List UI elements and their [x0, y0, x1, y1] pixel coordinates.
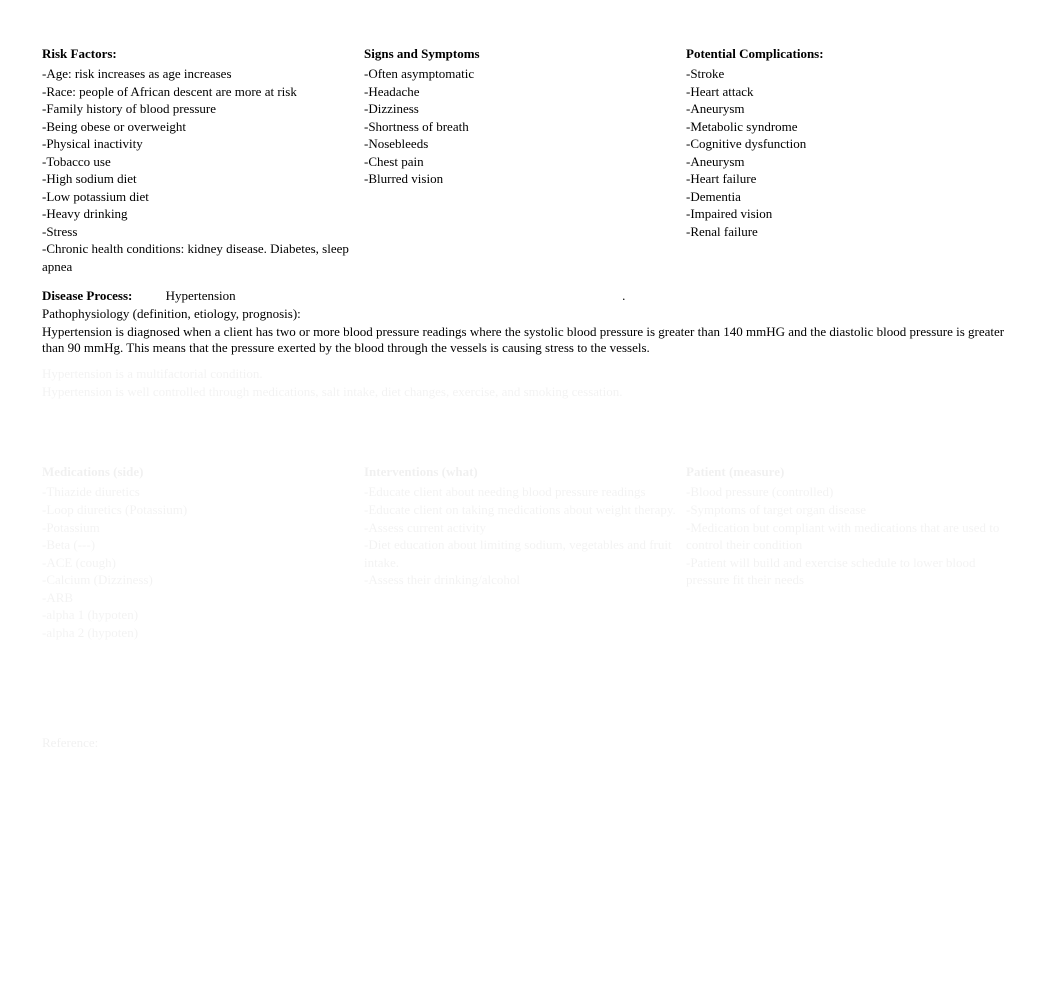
- intervention-item: -Educate client about needing blood pres…: [364, 483, 678, 501]
- pathophysiology-text: Hypertension is diagnosed when a client …: [42, 324, 1020, 358]
- risk-item: -Physical inactivity: [42, 135, 356, 153]
- risk-item: -Being obese or overweight: [42, 118, 356, 136]
- risk-item: -Stress: [42, 223, 356, 241]
- signs-symptoms-title: Signs and Symptoms: [364, 46, 678, 62]
- medications-title: Medications (side): [42, 464, 356, 480]
- reference-label: Reference:: [42, 735, 1020, 751]
- complication-item: -Dementia: [686, 188, 1000, 206]
- trailing-dot: .: [622, 288, 625, 303]
- risk-item: -Age: risk increases as age increases: [42, 65, 356, 83]
- symptom-item: -Headache: [364, 83, 678, 101]
- outcomes-title: Patient (measure): [686, 464, 1000, 480]
- interventions-title: Interventions (what): [364, 464, 678, 480]
- symptom-item: -Chest pain: [364, 153, 678, 171]
- faded-line: Hypertension is well controlled through …: [42, 383, 1020, 401]
- medication-item: -Thiazide diuretics: [42, 483, 356, 501]
- complication-item: -Aneurysm: [686, 100, 1000, 118]
- complication-item: -Metabolic syndrome: [686, 118, 1000, 136]
- bottom-grid: Medications (side) -Thiazide diuretics -…: [42, 460, 1020, 645]
- complication-item: -Renal failure: [686, 223, 1000, 241]
- medication-item: -Loop diuretics (Potassium): [42, 501, 356, 519]
- interventions-column: Interventions (what) -Educate client abo…: [364, 460, 686, 645]
- symptom-item: -Dizziness: [364, 100, 678, 118]
- intervention-item: -Educate client on taking medications ab…: [364, 501, 678, 519]
- medication-item: -ARB: [42, 589, 356, 607]
- symptom-item: -Nosebleeds: [364, 135, 678, 153]
- symptom-item: -Often asymptomatic: [364, 65, 678, 83]
- outcome-item: -Symptoms of target organ disease: [686, 501, 1000, 519]
- outcome-item: -Patient will build and exercise schedul…: [686, 554, 1000, 589]
- complication-item: -Stroke: [686, 65, 1000, 83]
- symptom-item: -Blurred vision: [364, 170, 678, 188]
- medication-item: -alpha 2 (hypoten): [42, 624, 356, 642]
- disease-process-row: Disease Process: Hypertension .: [42, 288, 1020, 304]
- medication-item: -ACE (cough): [42, 554, 356, 572]
- complications-title: Potential Complications:: [686, 46, 1000, 62]
- risk-item: -Heavy drinking: [42, 205, 356, 223]
- complication-item: -Cognitive dysfunction: [686, 135, 1000, 153]
- risk-item: -Family history of blood pressure: [42, 100, 356, 118]
- medications-column: Medications (side) -Thiazide diuretics -…: [42, 460, 364, 645]
- intervention-item: -Assess their drinking/alcohol: [364, 571, 678, 589]
- risk-item: -Race: people of African descent are mor…: [42, 83, 356, 101]
- symptom-item: -Shortness of breath: [364, 118, 678, 136]
- disease-process-value: Hypertension: [166, 288, 236, 303]
- intervention-item: -Diet education about limiting sodium, v…: [364, 536, 678, 571]
- complication-item: -Impaired vision: [686, 205, 1000, 223]
- complications-column: Potential Complications: -Stroke -Heart …: [686, 42, 1008, 280]
- signs-symptoms-column: Signs and Symptoms -Often asymptomatic -…: [364, 42, 686, 280]
- risk-item: -Chronic health conditions: kidney disea…: [42, 240, 356, 275]
- risk-item: -High sodium diet: [42, 170, 356, 188]
- complication-item: -Heart failure: [686, 170, 1000, 188]
- top-grid: Risk Factors: -Age: risk increases as ag…: [42, 42, 1020, 280]
- complication-item: -Aneurysm: [686, 153, 1000, 171]
- pathophysiology-label: Pathophysiology (definition, etiology, p…: [42, 306, 1020, 322]
- risk-item: -Low potassium diet: [42, 188, 356, 206]
- faded-etiology-block: Hypertension is a multifactorial conditi…: [42, 365, 1020, 400]
- medication-item: -Calcium (Dizziness): [42, 571, 356, 589]
- intervention-item: -Assess current activity: [364, 519, 678, 537]
- outcome-item: -Medication but compliant with medicatio…: [686, 519, 1000, 554]
- complication-item: -Heart attack: [686, 83, 1000, 101]
- risk-factors-column: Risk Factors: -Age: risk increases as ag…: [42, 42, 364, 280]
- disease-process-label: Disease Process:: [42, 288, 132, 304]
- outcomes-column: Patient (measure) -Blood pressure (contr…: [686, 460, 1008, 645]
- risk-factors-title: Risk Factors:: [42, 46, 356, 62]
- medication-item: -Potassium: [42, 519, 356, 537]
- faded-line: Hypertension is a multifactorial conditi…: [42, 365, 1020, 383]
- risk-item: -Tobacco use: [42, 153, 356, 171]
- medication-item: -alpha 1 (hypoten): [42, 606, 356, 624]
- outcome-item: -Blood pressure (controlled): [686, 483, 1000, 501]
- medication-item: -Beta (---): [42, 536, 356, 554]
